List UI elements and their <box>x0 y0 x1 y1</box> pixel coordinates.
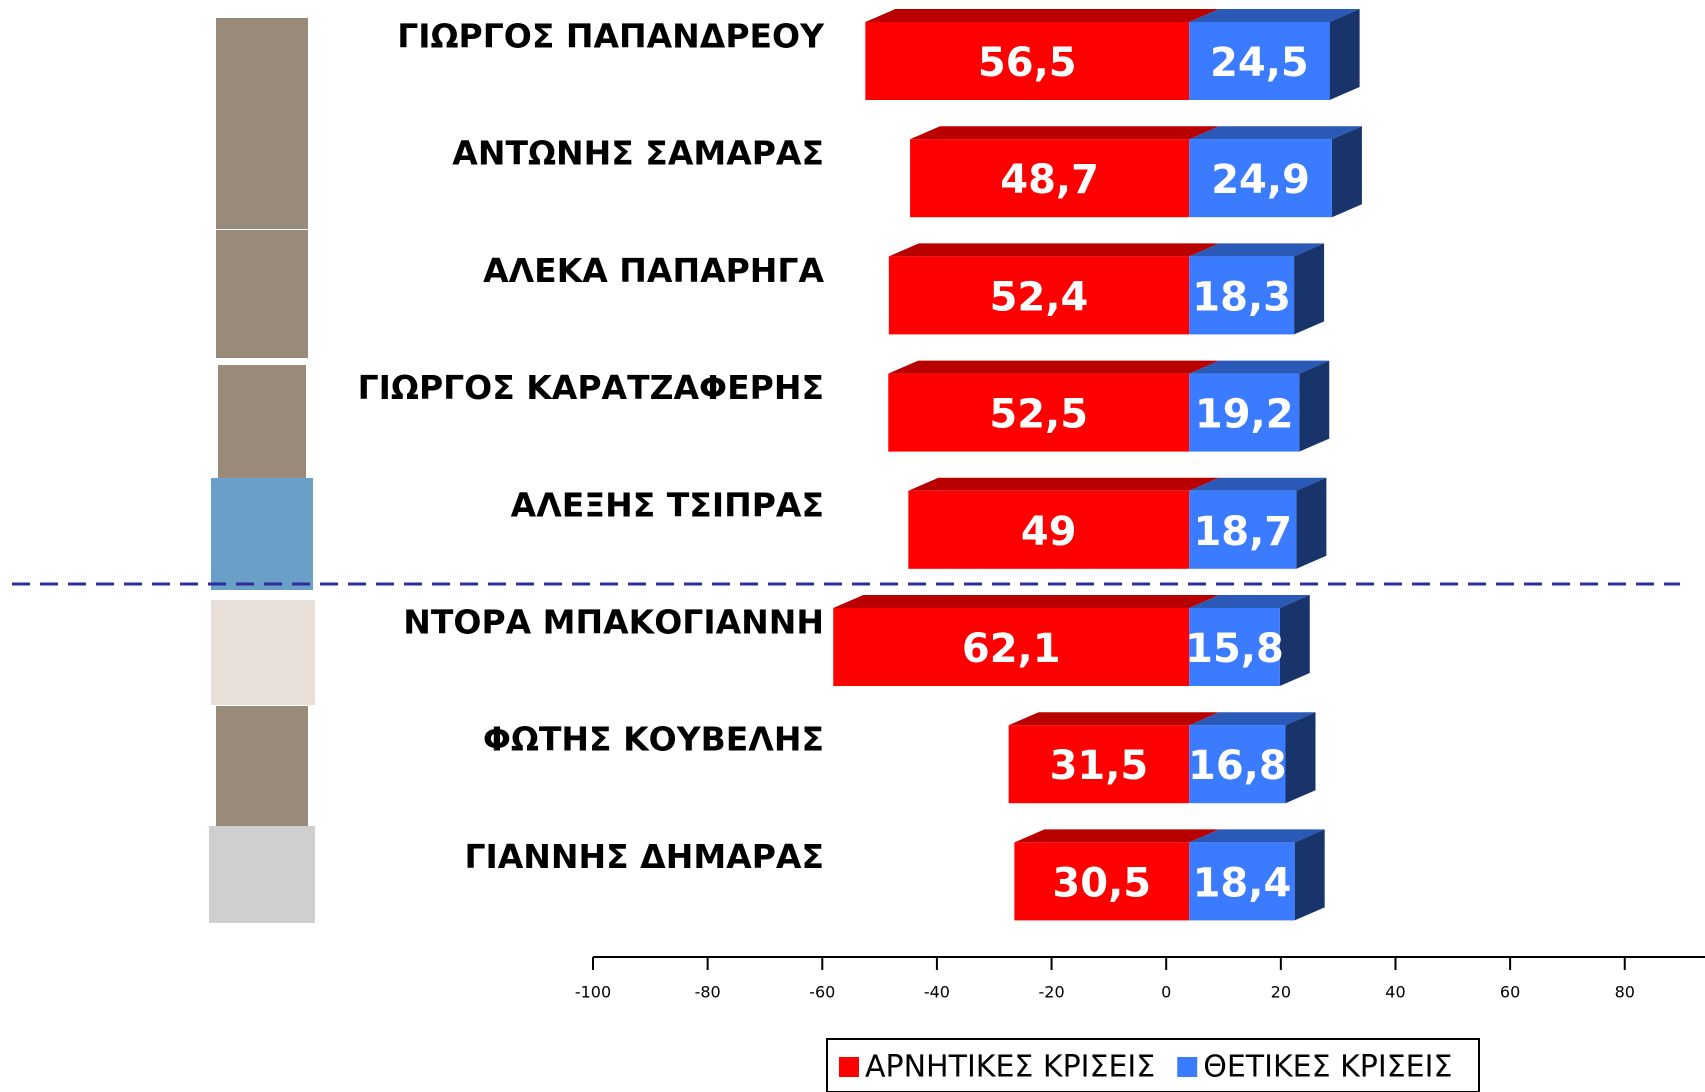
legend-label: ΑΡΝΗΤΙΚΕΣ ΚΡΙΣΕΙΣ <box>865 1050 1155 1085</box>
category-label: ΓΙΩΡΓΟΣ ΠΑΠΑΝΔΡΕΟΥ <box>397 17 825 56</box>
category-label: ΝΤΟΡΑ ΜΠΑΚΟΓΙΑΝΝΗ <box>403 603 824 642</box>
data-label: 56,5 <box>978 40 1077 86</box>
data-label: 18,7 <box>1193 509 1292 555</box>
photo <box>216 230 308 358</box>
data-label: 16,8 <box>1188 743 1287 789</box>
bar-side <box>1299 361 1329 452</box>
photo <box>211 478 313 590</box>
bar-side <box>1296 478 1326 569</box>
data-label: 31,5 <box>1050 743 1149 789</box>
photos <box>209 18 315 923</box>
category-label: ΓΙΩΡΓΟΣ ΚΑΡΑΤΖΑΦΕΡΗΣ <box>358 368 824 407</box>
data-label: 30,5 <box>1052 860 1151 906</box>
bar-top <box>888 361 1219 374</box>
x-tick-label: -80 <box>695 983 721 1002</box>
x-tick-label: 60 <box>1500 983 1520 1002</box>
bar-top <box>889 243 1219 256</box>
data-label: 52,5 <box>989 392 1088 438</box>
x-tick-label: -100 <box>575 983 611 1002</box>
x-tick-label: 80 <box>1615 983 1635 1002</box>
data-label: 24,9 <box>1211 157 1310 203</box>
bar-top <box>908 478 1219 491</box>
photo <box>216 125 308 229</box>
photo <box>216 706 308 826</box>
bar-side <box>1294 243 1324 334</box>
category-label: ΓΙΑΝΝΗΣ ΔΗΜΑΡΑΣ <box>464 837 824 876</box>
legend-swatch <box>839 1057 859 1077</box>
category-label: ΑΛΕΞΗΣ ΤΣΙΠΡΑΣ <box>511 485 824 524</box>
data-label: 49 <box>1021 509 1077 555</box>
bar-side <box>1332 126 1362 217</box>
bar-side <box>1285 712 1315 803</box>
chart: -100 -80 -60 -40 -20 0 20 40 60 80 ΓΙΩΡΓΟΣ ΠΑΠΑΝΔΡ… <box>0 0 1705 1092</box>
bar-side <box>1295 829 1325 920</box>
photo <box>209 826 315 923</box>
category-label: ΑΝΤΩΝΗΣ ΣΑΜΑΡΑΣ <box>452 134 824 173</box>
x-tick-label: 0 <box>1161 983 1171 1002</box>
photo <box>216 18 308 125</box>
x-tick-label: -60 <box>809 983 835 1002</box>
data-label: 18,4 <box>1193 860 1292 906</box>
data-label: 52,4 <box>990 274 1089 320</box>
x-tick-label: -40 <box>924 983 950 1002</box>
data-label: 18,3 <box>1192 274 1291 320</box>
data-label: 48,7 <box>1000 157 1099 203</box>
data-label: 62,1 <box>962 626 1061 672</box>
data-label: 19,2 <box>1195 392 1294 438</box>
bar-top <box>1014 829 1219 842</box>
photo <box>218 365 306 478</box>
legend-label: ΘΕΤΙΚΕΣ ΚΡΙΣΕΙΣ <box>1203 1050 1452 1085</box>
bar-top <box>833 595 1219 608</box>
category-label: ΑΛΕΚΑ ΠΑΠΑΡΗΓΑ <box>483 251 824 290</box>
bar-side <box>1330 9 1360 100</box>
bar-top <box>1189 126 1362 139</box>
category-label: ΦΩΤΗΣ ΚΟΥΒΕΛΗΣ <box>483 720 824 759</box>
legend-swatch <box>1177 1057 1197 1077</box>
bar-top <box>865 9 1219 22</box>
data-label: 24,5 <box>1210 40 1309 86</box>
bar-top <box>1009 712 1220 725</box>
x-tick-label: 20 <box>1271 983 1291 1002</box>
bar-top <box>1189 9 1359 22</box>
x-tick-label: 40 <box>1385 983 1405 1002</box>
photo <box>211 600 315 705</box>
data-label: 15,8 <box>1185 626 1284 672</box>
bar-side <box>1280 595 1310 686</box>
bar-top <box>910 126 1219 139</box>
x-tick-label: -20 <box>1038 983 1064 1002</box>
